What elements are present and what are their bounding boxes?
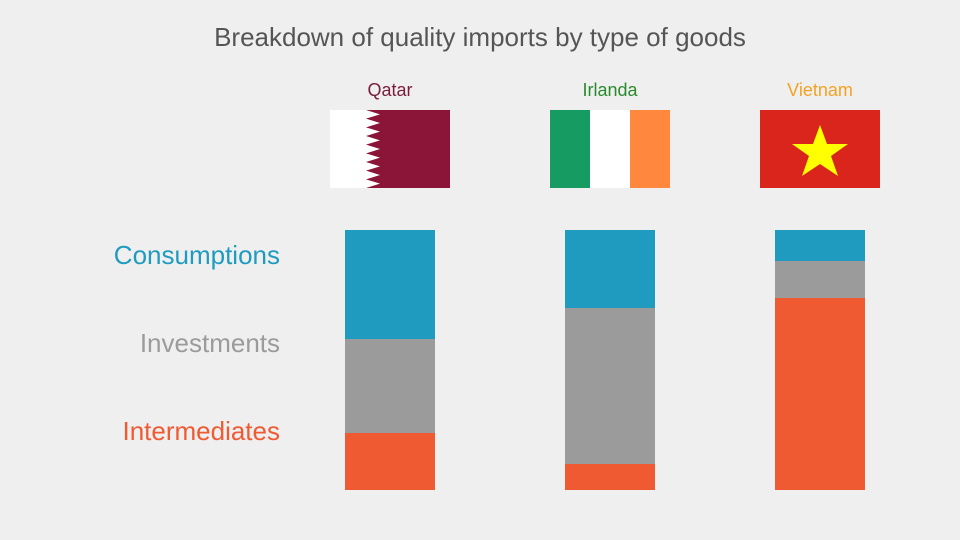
country-label-qatar: Qatar [330, 80, 450, 101]
bar-irlanda-consumptions [565, 230, 655, 308]
category-label-consumptions: Consumptions [40, 240, 280, 271]
bar-vietnam [775, 230, 865, 490]
page-title: Breakdown of quality imports by type of … [0, 22, 960, 53]
bar-irlanda-investments [565, 308, 655, 464]
country-label-irlanda: Irlanda [550, 80, 670, 101]
bar-vietnam-intermediates [775, 298, 865, 490]
bar-qatar [345, 230, 435, 490]
country-label-vietnam: Vietnam [760, 80, 880, 101]
category-label-intermediates: Intermediates [40, 416, 280, 447]
bar-qatar-consumptions [345, 230, 435, 339]
bar-irlanda-intermediates [565, 464, 655, 490]
flag-vietnam-icon [760, 110, 880, 188]
bar-vietnam-consumptions [775, 230, 865, 261]
category-label-investments: Investments [40, 328, 280, 359]
bar-qatar-intermediates [345, 433, 435, 490]
bar-qatar-investments [345, 339, 435, 433]
flag-qatar-icon [330, 110, 450, 188]
bar-vietnam-investments [775, 261, 865, 297]
bar-irlanda [565, 230, 655, 490]
flag-irlanda-icon [550, 110, 670, 188]
